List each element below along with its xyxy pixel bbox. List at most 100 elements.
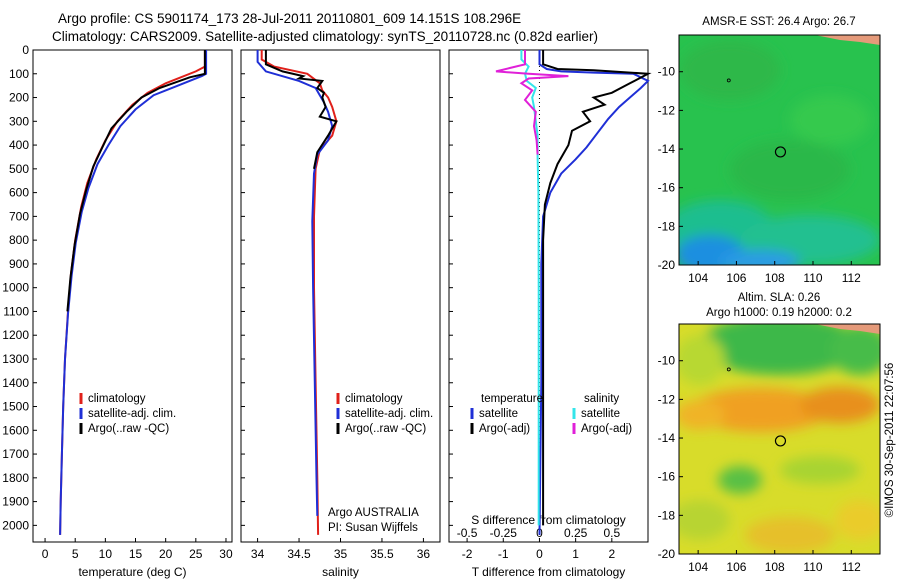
legend-temperature-title: temperature [481, 393, 543, 405]
diff-xtick-label: 2 [608, 547, 615, 561]
sal-xtick-label: 34 [251, 547, 265, 561]
sst-map-frame [678, 34, 881, 266]
diff-series-2 [520, 50, 540, 526]
sst-map-lat-label: -20 [658, 258, 676, 272]
depth-tick-label: 200 [9, 91, 29, 105]
sla-map-title-line1: Altim. SLA: 0.26 [738, 292, 820, 304]
sst-map [679, 35, 880, 265]
sst-map-island-marker [726, 78, 731, 83]
pi-label: PI: Susan Wijffels [328, 522, 418, 534]
depth-tick-label: 500 [9, 162, 29, 176]
salinity-axis-label: salinity [322, 565, 359, 579]
diff-s-legend-item: satellite [581, 408, 620, 420]
sal-series-2 [264, 50, 338, 169]
depth-tick-label: 1000 [2, 281, 29, 295]
temp-xtick-label: 30 [219, 547, 233, 561]
sal-series-1 [256, 50, 334, 516]
sla-map-lat-label: -16 [658, 470, 676, 484]
sst-map-lat-label: -10 [658, 65, 676, 79]
sal-xtick-label: 34.5 [287, 547, 311, 561]
depth-tick-label: 1500 [2, 400, 29, 414]
sst-map-lat-label: -14 [658, 142, 676, 156]
figure-title-line2: Climatology: CARS2009. Satellite-adjuste… [52, 29, 599, 44]
temp-xtick-label: 20 [159, 547, 173, 561]
sla-map-lat-label: -12 [658, 392, 676, 406]
sal-xtick-label: 36 [417, 547, 431, 561]
sla-map [679, 324, 880, 554]
sla-map-lat-label: -18 [658, 508, 676, 522]
legend-salinity-title: salinity [584, 393, 619, 405]
sst-map-argo-marker [774, 146, 787, 158]
depth-tick-label: 1100 [3, 304, 29, 318]
sst-map-lat-label: -12 [658, 103, 676, 117]
sla-map-lon-label: 104 [688, 560, 708, 574]
depth-tick-label: 1300 [2, 352, 29, 366]
sal-xtick-label: 35 [334, 547, 348, 561]
temp-xtick-label: 5 [72, 547, 79, 561]
sdiff-tick-label: -0.25 [490, 526, 518, 540]
sla-map-lon-label: 106 [726, 560, 746, 574]
depth-tick-label: 100 [9, 67, 29, 81]
sst-map-lon-label: 104 [688, 271, 708, 285]
depth-tick-label: 800 [9, 233, 29, 247]
sst-map-lon-label: 106 [726, 271, 746, 285]
figure-title-line1: Argo profile: CS 5901174_173 28-Jul-2011… [58, 11, 522, 26]
temp-xtick-label: 25 [189, 547, 203, 561]
temp-xtick-label: 15 [129, 547, 143, 561]
temp-series-2 [66, 50, 206, 312]
sla-map-argo-marker [774, 435, 787, 447]
sal-series-0 [260, 50, 338, 535]
sdiff-tick-label: 0.5 [603, 526, 620, 540]
temp-legend-item: satellite-adj. clim. [88, 408, 176, 420]
depth-tick-label: 400 [9, 138, 29, 152]
sal-xtick-label: 35.5 [370, 547, 394, 561]
sst-map-lon-label: 108 [765, 271, 785, 285]
sdiff-tick-label: 0.25 [564, 526, 588, 540]
temp-series-1 [59, 50, 208, 535]
depth-tick-label: 1400 [2, 376, 29, 390]
imos-timestamp: ©IMOS 30-Sep-2011 22:07:56 [884, 363, 896, 518]
depth-tick-label: 900 [9, 257, 29, 271]
diff-series-1 [542, 50, 652, 526]
depth-tick-label: 300 [9, 114, 29, 128]
sal-legend-item: Argo(..raw -QC) [345, 423, 426, 435]
sst-map-lon-label: 112 [842, 271, 861, 285]
sla-map-lon-label: 108 [765, 560, 785, 574]
depth-tick-label: 1800 [2, 471, 29, 485]
depth-tick-label: 1200 [2, 328, 29, 342]
depth-tick-label: 1900 [2, 495, 29, 509]
temp-xtick-label: 0 [42, 547, 49, 561]
sla-map-lon-label: 112 [842, 560, 861, 574]
argo-program-label: Argo AUSTRALIA [328, 507, 419, 519]
sla-map-lat-label: -10 [658, 354, 676, 368]
depth-tick-label: 600 [9, 186, 29, 200]
diff-xtick-label: 0 [536, 547, 543, 561]
sla-map-frame [678, 323, 881, 555]
depth-tick-label: 1700 [2, 447, 29, 461]
sla-map-island-marker [726, 367, 731, 372]
diff-xtick-label: -2 [462, 547, 473, 561]
sst-map-lon-label: 110 [803, 271, 822, 285]
sal-legend-item: satellite-adj. clim. [345, 408, 433, 420]
sla-map-lat-label: -14 [658, 431, 676, 445]
sla-map-lat-label: -20 [658, 547, 676, 561]
temp-xtick-label: 10 [99, 547, 113, 561]
diff-series-3 [495, 50, 569, 155]
depth-tick-label: 0 [22, 43, 29, 57]
diff-s-legend-item: Argo(-adj) [581, 423, 632, 435]
temperature-plot-frame [32, 49, 233, 543]
sal-legend-item: climatology [345, 393, 403, 405]
depth-tick-label: 700 [9, 209, 29, 223]
temp-legend-item: climatology [88, 393, 146, 405]
temp-legend-item: Argo(..raw -QC) [88, 423, 169, 435]
temp-series-0 [59, 50, 206, 535]
sla-map-lon-label: 110 [803, 560, 822, 574]
sla-map-title-line2: Argo h1000: 0.19 h2000: 0.2 [706, 307, 852, 319]
sdiff-tick-label: -0.5 [457, 526, 478, 540]
diff-t-legend-item: satellite [479, 408, 518, 420]
temperature-axis-label: temperature (deg C) [78, 565, 186, 579]
salinity-plot-frame [240, 49, 441, 543]
sdiff-axis-label: S difference from climatology [471, 513, 626, 527]
difference-plot-frame [448, 49, 649, 543]
